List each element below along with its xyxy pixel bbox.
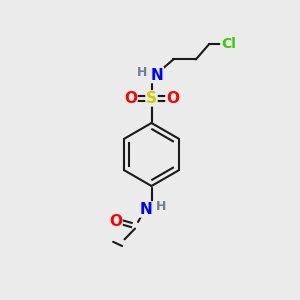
Text: O: O <box>166 91 179 106</box>
Text: N: N <box>151 68 163 82</box>
Text: S: S <box>146 91 157 106</box>
Text: Cl: Cl <box>221 37 236 51</box>
Text: H: H <box>137 66 147 79</box>
Text: O: O <box>109 214 122 230</box>
Text: O: O <box>124 91 137 106</box>
Text: H: H <box>156 200 166 214</box>
Text: N: N <box>140 202 152 217</box>
